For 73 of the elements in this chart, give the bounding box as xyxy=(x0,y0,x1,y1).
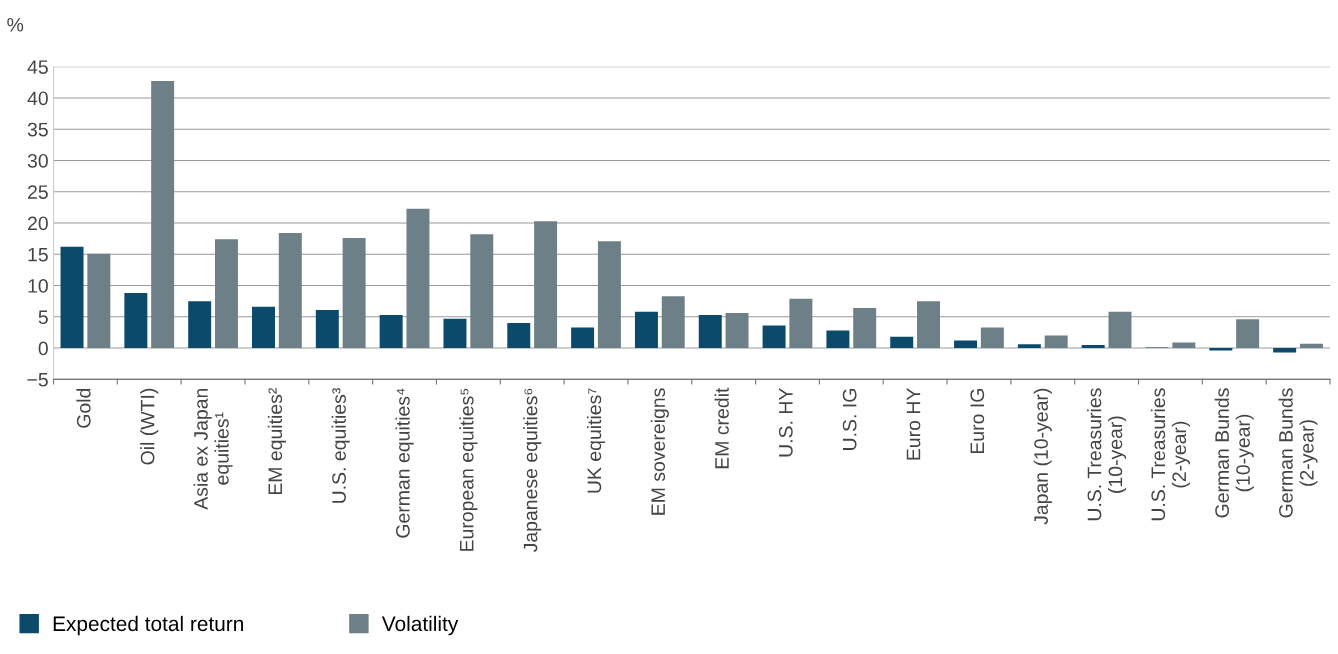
y-tick-label: 25 xyxy=(28,185,48,199)
x-tick-label: U.S. HY xyxy=(778,388,793,457)
x-tick-label: Japan (10-year) xyxy=(1033,388,1052,525)
x-tick-label: U.S. Treasuries (10-year) xyxy=(1087,388,1127,521)
x-tick-label: U.S. IG xyxy=(842,389,857,450)
y-tick-label: 20 xyxy=(28,216,48,231)
bar xyxy=(634,311,658,349)
x-tick-label: EM sovereigns xyxy=(650,388,669,515)
x-tick-label: Asia ex Japan equities¹ xyxy=(193,388,233,510)
bar xyxy=(1108,311,1132,349)
legend-label: Expected total return xyxy=(53,615,243,636)
bar xyxy=(60,246,84,349)
x-tick-label: German Bunds (10-year) xyxy=(1214,388,1254,518)
x-tick-label: Gold xyxy=(76,388,91,428)
x-tick-label: German Bunds (2-year) xyxy=(1278,388,1318,518)
bar xyxy=(1017,344,1041,349)
bar xyxy=(954,340,978,349)
x-tick-label: Japanese equities⁶ xyxy=(523,388,542,553)
bar xyxy=(151,81,175,349)
bar xyxy=(661,296,685,349)
x-tick-label: U.S. equities³ xyxy=(331,388,350,503)
bar xyxy=(698,314,722,349)
bar xyxy=(725,313,749,349)
y-tick-label: 45 xyxy=(27,60,48,74)
bar xyxy=(534,221,558,349)
bar xyxy=(342,238,366,349)
bar xyxy=(980,327,1004,349)
y-tick-label: 0 xyxy=(38,341,48,356)
bar xyxy=(507,323,531,349)
bar xyxy=(890,336,914,349)
x-tick-label: UK equities⁷ xyxy=(586,388,606,493)
bar xyxy=(597,241,621,349)
bar xyxy=(571,327,595,349)
bar xyxy=(87,253,111,349)
y-tick-label: −5 xyxy=(27,372,48,387)
bar xyxy=(789,298,813,349)
bar xyxy=(252,306,275,349)
y-tick-label: 40 xyxy=(27,91,48,106)
bar xyxy=(1299,343,1323,349)
bar xyxy=(406,208,430,349)
x-tick-label: German equities⁴ xyxy=(395,388,414,538)
bar xyxy=(762,325,786,349)
bar xyxy=(1044,335,1068,349)
bar xyxy=(214,239,238,349)
legend-label: Volatility xyxy=(381,615,459,636)
y-tick-label: 10 xyxy=(28,279,48,293)
x-tick-label: Euro IG xyxy=(970,389,985,454)
bar xyxy=(443,318,467,349)
bar xyxy=(1273,348,1297,353)
x-tick-label: Euro HY xyxy=(906,388,921,460)
y-tick-label: 15 xyxy=(28,247,48,262)
x-tick-label: U.S. Treasuries (2-year) xyxy=(1150,388,1190,521)
bar xyxy=(278,233,302,349)
x-tick-label: EM credit xyxy=(714,387,729,469)
bar xyxy=(826,330,850,349)
bar xyxy=(124,293,148,349)
y-tick-label: 30 xyxy=(27,153,48,168)
y-tick-label: 35 xyxy=(27,122,48,137)
bar xyxy=(1236,319,1260,349)
bar xyxy=(315,309,339,349)
bar xyxy=(1081,344,1105,349)
x-tick-label: European equities⁵ xyxy=(459,388,478,551)
x-tick-label: EM equities² xyxy=(267,388,286,495)
bar xyxy=(1209,348,1233,351)
bar xyxy=(853,308,877,349)
bar xyxy=(1172,342,1196,349)
bar xyxy=(917,301,941,349)
bar xyxy=(188,301,212,349)
x-tick-label: Oil (WTI) xyxy=(140,388,159,465)
y-tick-label: 5 xyxy=(38,310,48,325)
bar xyxy=(470,234,494,349)
y-axis-title: % xyxy=(7,17,24,32)
bar xyxy=(379,314,403,349)
